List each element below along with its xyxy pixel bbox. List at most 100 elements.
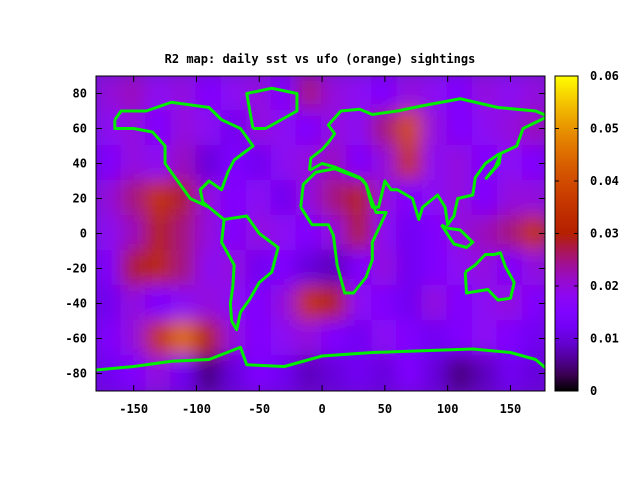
heatmap-cell <box>270 180 298 217</box>
colorbar-ticks: 0 0.01 0.02 0.03 0.04 0.05 0.06 <box>555 69 619 398</box>
coastline <box>484 153 502 181</box>
heatmap-cell <box>471 180 499 217</box>
heatmap-cell <box>396 250 424 287</box>
heatmap-cell <box>371 285 399 322</box>
heatmap-cell <box>145 250 173 287</box>
heatmap-cell <box>270 145 298 182</box>
heatmap-cell <box>446 285 474 322</box>
heatmap-cell <box>145 110 173 147</box>
coastline <box>96 345 545 372</box>
heatmap-cell <box>371 145 399 182</box>
heatmap-cell <box>371 250 399 287</box>
heatmap-cell <box>120 285 148 322</box>
heatmap-cell <box>346 215 374 252</box>
heatmap-cell <box>295 320 324 357</box>
heatmap-cell <box>195 180 223 217</box>
heatmap-cell <box>195 250 223 287</box>
heatmap-cell <box>295 180 324 217</box>
heatmap-cell <box>145 320 173 357</box>
colorbar-tick-label: 0.06 <box>590 69 619 83</box>
y-tick-label: 20 <box>73 192 87 206</box>
heatmap-cell <box>321 76 349 112</box>
y-tick-label: -80 <box>65 367 87 381</box>
x-tick-label: 150 <box>500 402 522 416</box>
heatmap-cell <box>346 110 374 147</box>
heatmap-cell <box>120 250 148 287</box>
heatmap-cell <box>145 180 173 217</box>
heatmap-cell <box>346 355 374 391</box>
heatmap-cell <box>522 180 545 217</box>
heatmap-cell <box>170 250 198 287</box>
chart-title: R2 map: daily sst vs ufo (orange) sighti… <box>165 52 476 66</box>
heatmap-cell <box>522 320 545 357</box>
heatmap-cell <box>321 110 349 147</box>
x-tick-label: -100 <box>182 402 211 416</box>
heatmap-cell <box>120 145 148 182</box>
heatmap-cell <box>396 355 424 391</box>
heatmap-cell <box>522 145 545 182</box>
heatmap-cell <box>471 355 499 391</box>
coastline <box>245 86 299 130</box>
heatmap-cell <box>371 110 399 147</box>
heatmap-cell <box>245 180 273 217</box>
axes: -150 -100 -50 0 50 100 150 -80 -60 -40 -20 0 20 40 60 8… <box>65 76 545 416</box>
x-tick-label: 100 <box>437 402 459 416</box>
coastline <box>220 214 280 332</box>
y-tick-label: 0 <box>80 227 87 241</box>
heatmap-cell <box>446 110 474 147</box>
colorbar-tick-label: 0.01 <box>590 332 619 346</box>
heatmap-cell <box>321 180 349 217</box>
heatmap-cell <box>170 320 198 357</box>
heatmap-cell <box>522 285 545 322</box>
colorbar-tick-label: 0.03 <box>590 227 619 241</box>
heatmap-cell <box>496 145 525 182</box>
heatmap-cell <box>245 145 273 182</box>
heatmap-cell <box>446 145 474 182</box>
heatmap-cell <box>120 320 148 357</box>
heatmap-cell <box>446 355 474 391</box>
heatmap-cell <box>270 355 298 391</box>
heatmap-cell <box>421 110 449 147</box>
heatmap-cell <box>421 355 449 391</box>
heatmap-cell <box>120 215 148 252</box>
heatmap-cell <box>321 320 349 357</box>
heatmap-cell <box>396 145 424 182</box>
heatmap-cell <box>522 215 545 252</box>
heatmap-cell <box>446 320 474 357</box>
x-tick-label: -150 <box>119 402 148 416</box>
coastline <box>299 167 388 295</box>
heatmap-cell <box>522 250 545 287</box>
heatmap-cell <box>195 215 223 252</box>
heatmap-cell <box>421 145 449 182</box>
heatmap-cell <box>270 285 298 322</box>
heatmap-cell <box>170 110 198 147</box>
heatmap-cell <box>295 76 324 112</box>
heatmap-cell <box>446 76 474 112</box>
y-tick-label: -60 <box>65 332 87 346</box>
heatmap-cell <box>496 285 525 322</box>
y-tick-label: 60 <box>73 122 87 136</box>
coastline <box>440 223 475 249</box>
heatmap-cell <box>195 145 223 182</box>
heatmap-cell <box>295 285 324 322</box>
y-tick-label: -40 <box>65 297 87 311</box>
heatmap-cell <box>522 76 545 112</box>
heatmap-cell <box>170 285 198 322</box>
colorbar-tick-label: 0.04 <box>590 174 619 188</box>
heatmap-cell <box>295 110 324 147</box>
heatmap-cell <box>346 320 374 357</box>
heatmap-cell <box>471 110 499 147</box>
heatmap-cell <box>496 180 525 217</box>
heatmap-cell <box>321 355 349 391</box>
y-tick-label: -20 <box>65 262 87 276</box>
x-tick-label: -50 <box>248 402 270 416</box>
colorbar-tick-label: 0.02 <box>590 279 619 293</box>
heatmap-cell <box>496 215 525 252</box>
heatmap-cell <box>220 76 248 112</box>
heatmap-cell <box>220 355 248 391</box>
heatmap-cell <box>170 215 198 252</box>
heatmap-cell <box>396 110 424 147</box>
heatmap-cell <box>270 110 298 147</box>
